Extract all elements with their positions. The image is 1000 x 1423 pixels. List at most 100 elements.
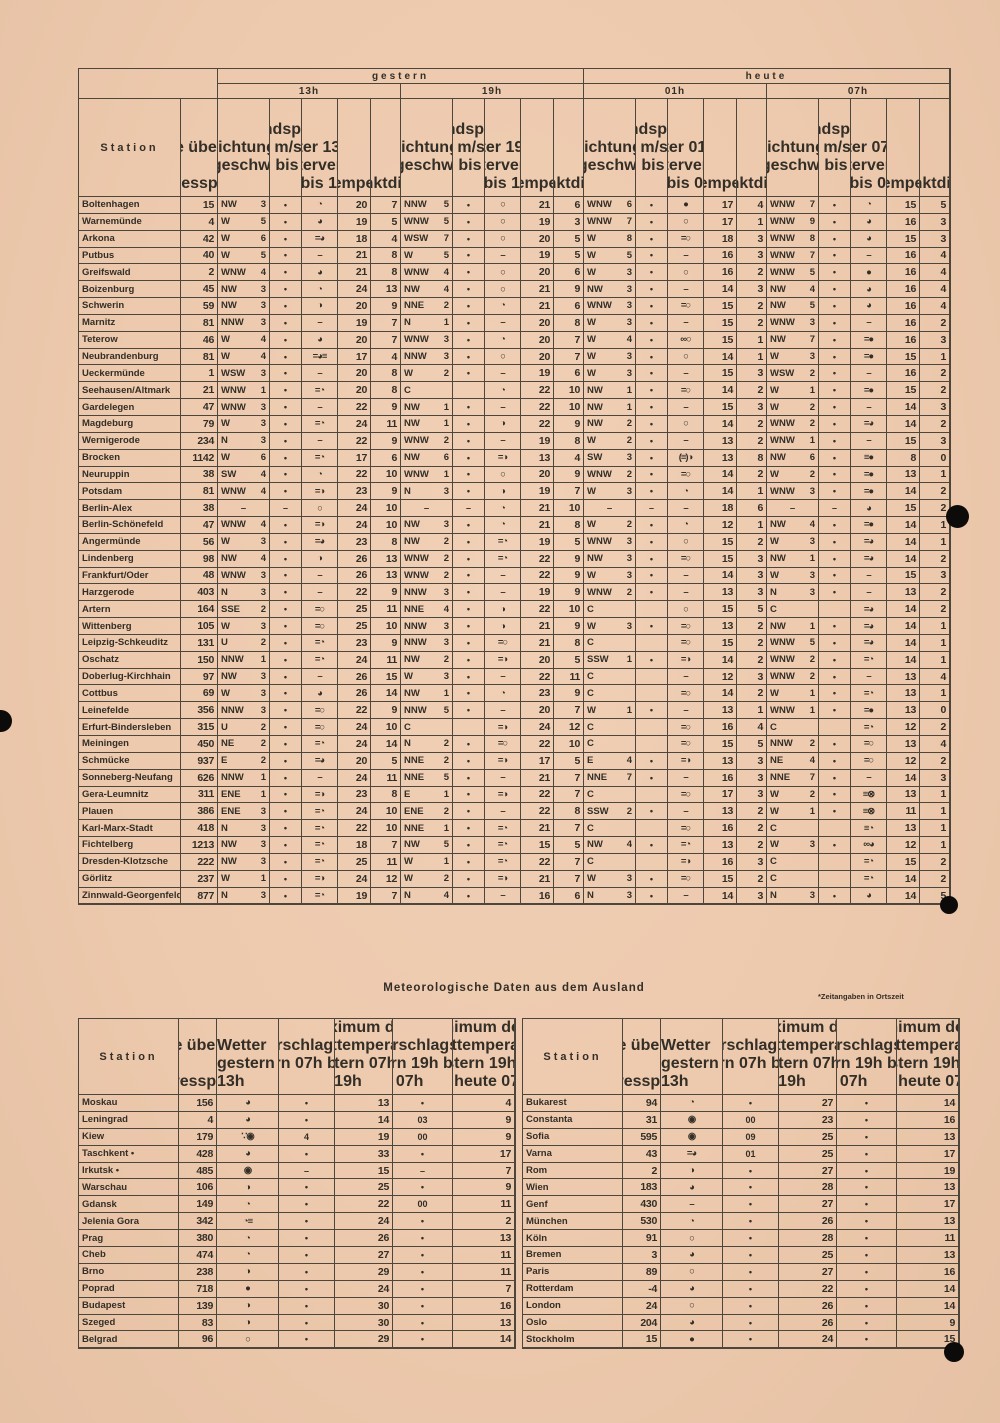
wind-cell: NW 6 — [767, 449, 819, 467]
wind-speed: 2 — [443, 367, 449, 379]
station-cell: Ueckermünde — [79, 365, 181, 383]
gust-cell: • — [819, 348, 851, 366]
temp-cell: 13 — [704, 584, 737, 602]
weather-cell: ◑ — [217, 1297, 279, 1315]
gust-cell: • — [819, 668, 851, 686]
temp-cell: 21 — [338, 247, 371, 265]
dewpoint-cell: 9 — [554, 584, 584, 602]
dewpoint-cell: 6 — [737, 500, 767, 518]
wind-speed: 4 — [260, 519, 266, 531]
weather-cell: ◕ — [661, 1247, 723, 1264]
wind-direction: ENE — [221, 788, 241, 800]
weather-cell: =● — [851, 466, 887, 484]
wind-cell: NW 3 — [584, 281, 636, 299]
station-cell: Greifswald — [79, 264, 181, 282]
precip-day-cell: 4 — [279, 1128, 335, 1146]
hoehe-cell: 2 — [181, 264, 218, 282]
dewpoint-cell: 6 — [371, 449, 401, 467]
wind-speed: 3 — [260, 856, 266, 868]
temp-cell: 12 — [887, 752, 920, 770]
gust-cell: • — [636, 618, 668, 635]
gust-cell — [453, 719, 485, 736]
wind-direction: NW — [770, 553, 786, 565]
precip-day-cell: • — [279, 1196, 335, 1214]
max-temp-cell: 25 — [779, 1128, 837, 1146]
gust-cell: • — [270, 415, 302, 433]
weather-cell: ◕ — [851, 887, 887, 905]
precip-night-cell: • — [393, 1230, 453, 1248]
dewpoint-cell: 3 — [737, 281, 767, 299]
weather-cell: =◕≡ — [302, 348, 338, 366]
gust-cell: • — [270, 651, 302, 669]
max-temp-cell: 26 — [779, 1297, 837, 1315]
wind-speed: 3 — [443, 671, 449, 683]
gust-cell: • — [636, 769, 668, 787]
precip-day-cell: • — [279, 1280, 335, 1298]
dewpoint-cell: 11 — [371, 601, 401, 619]
gust-cell: • — [636, 803, 668, 821]
station-cell: Szeged — [79, 1314, 179, 1332]
wind-cell: – — [584, 500, 636, 518]
wind-cell: WNW 7 — [584, 213, 636, 231]
gust-cell: • — [819, 298, 851, 315]
wind-calm: C — [770, 856, 777, 868]
wind-speed: 1 — [809, 704, 815, 716]
wind-speed: 1 — [260, 873, 266, 885]
wind-direction: ENE — [404, 805, 424, 817]
max-temp-cell: 19 — [335, 1128, 393, 1146]
station-cell: Harzgerode — [79, 584, 181, 602]
wind-speed: 4 — [809, 755, 815, 767]
wind-direction: W — [221, 351, 230, 363]
wind-speed: 2 — [443, 569, 449, 581]
temp-cell: 22 — [521, 786, 554, 804]
dewpoint-cell: 4 — [737, 719, 767, 736]
wind-cell: WNW 7 — [767, 247, 819, 265]
dewpoint-cell: 6 — [554, 264, 584, 282]
temp-cell: 14 — [887, 483, 920, 501]
wind-speed: 4 — [443, 283, 449, 295]
obs-column-header: Taupunktdifferenz — [920, 99, 950, 197]
weather-cell: ◕ — [851, 230, 887, 248]
hoehe-cell: 40 — [181, 247, 218, 265]
dewpoint-cell: 7 — [371, 314, 401, 332]
max-temp-cell: 24 — [779, 1331, 837, 1349]
weather-cell: – — [302, 567, 338, 585]
dewpoint-cell: 3 — [920, 432, 950, 450]
wind-speed: 2 — [809, 367, 815, 379]
wind-calm: C — [587, 671, 594, 683]
dewpoint-cell: 9 — [371, 702, 401, 720]
wind-direction: W — [587, 249, 596, 261]
precip-night-cell: • — [837, 1095, 897, 1112]
temp-cell: 14 — [887, 769, 920, 787]
weather-cell: =● — [851, 331, 887, 349]
gust-cell: • — [636, 298, 668, 315]
weather-cell: =◔ — [485, 550, 521, 568]
min-temp-cell: 14 — [897, 1280, 959, 1298]
min-temp-cell: 13 — [897, 1213, 959, 1231]
wind-cell: WNW 3 — [767, 483, 819, 501]
gust-cell: • — [453, 769, 485, 787]
temp-cell: 16 — [704, 853, 737, 871]
dewpoint-cell: 1 — [920, 348, 950, 366]
wind-direction: W — [587, 485, 596, 497]
gust-cell: • — [270, 752, 302, 770]
wind-speed: 3 — [260, 822, 266, 834]
wind-speed: 3 — [443, 620, 449, 632]
dewpoint-cell: 2 — [737, 837, 767, 854]
dewpoint-cell: 3 — [737, 786, 767, 804]
weather-cell: =◑ — [302, 483, 338, 501]
dewpoint-cell: 2 — [920, 415, 950, 433]
weather-cell: =◔ — [851, 651, 887, 669]
dewpoint-cell: 7 — [554, 331, 584, 349]
wind-speed: 2 — [626, 418, 632, 430]
gust-cell: • — [636, 483, 668, 501]
gust-cell: • — [819, 567, 851, 585]
gust-cell: • — [636, 702, 668, 720]
edge-blot-mark — [0, 710, 12, 732]
wind-speed: 1 — [443, 788, 449, 800]
wind-cell: NW 1 — [584, 382, 636, 400]
wind-cell: WNW 2 — [401, 567, 453, 585]
